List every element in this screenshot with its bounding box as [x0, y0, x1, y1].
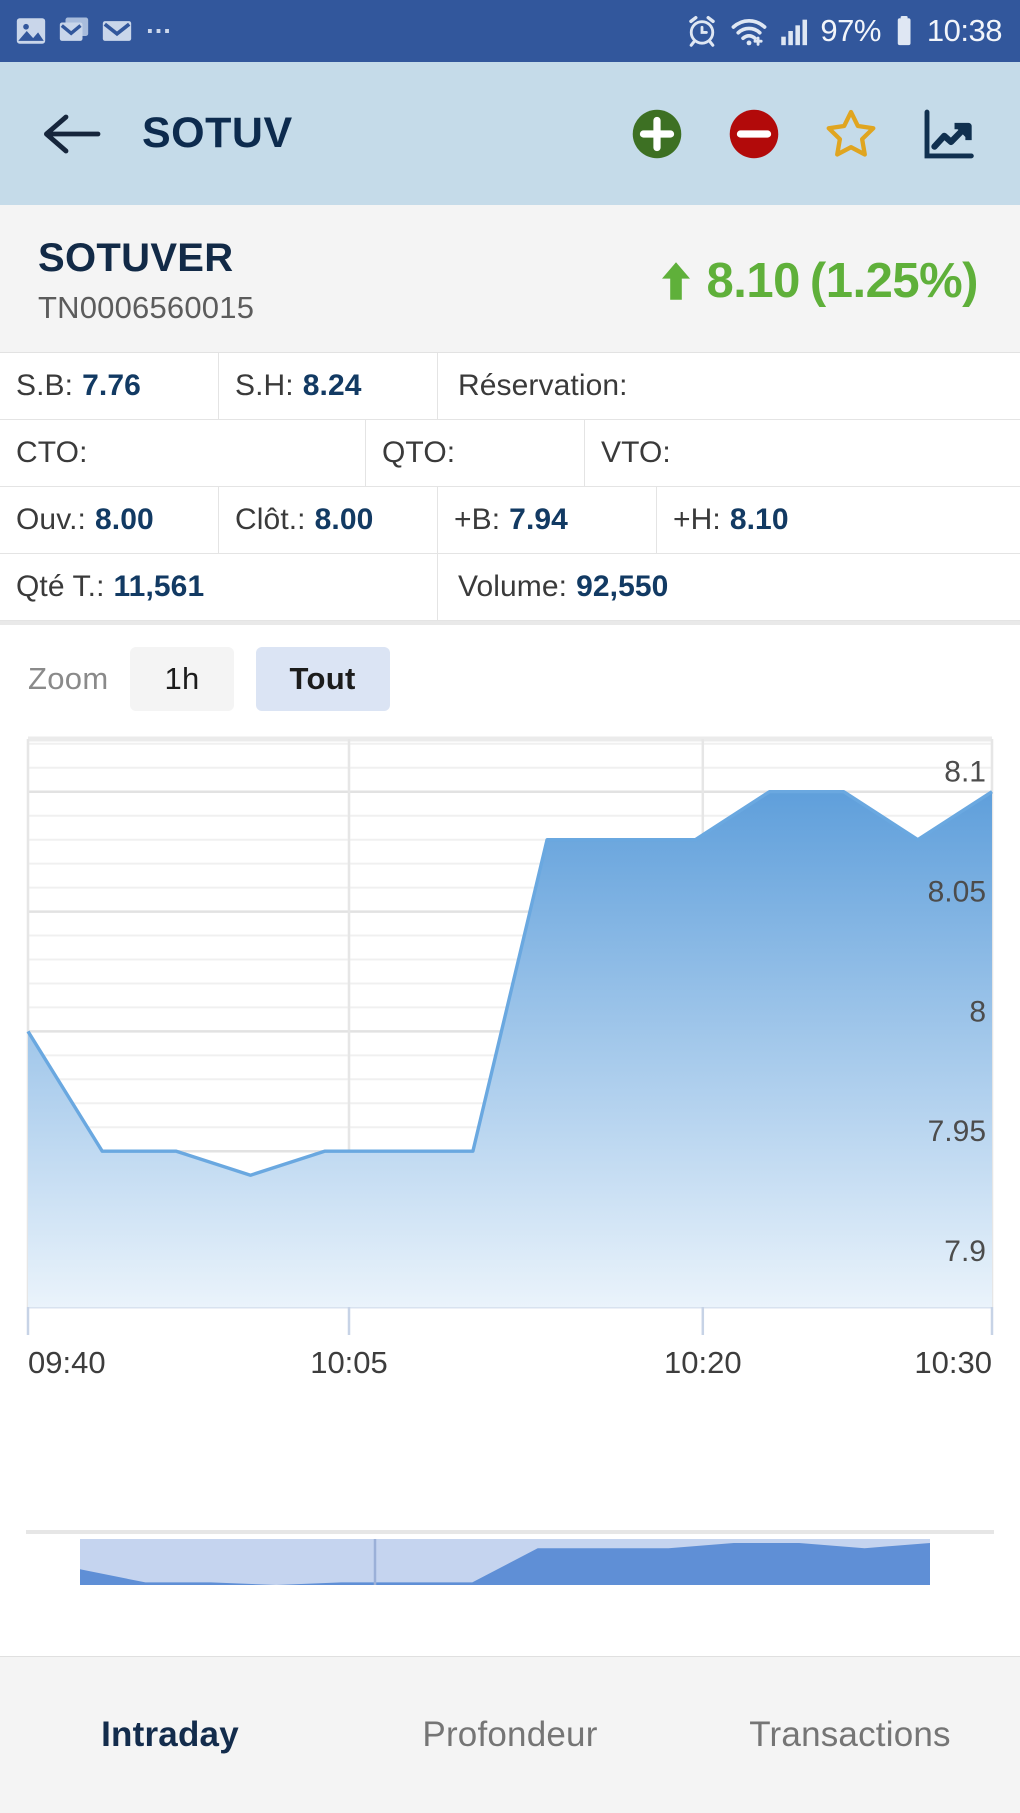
table-row: S.B: 7.76 S.H: 8.24 Réservation:: [0, 353, 1020, 420]
zoom-range-1h[interactable]: 1h: [130, 647, 234, 711]
quote-label: Qté T.:: [16, 570, 105, 603]
alarm-icon: [689, 15, 716, 47]
bottom-tab-bar: Intraday Profondeur Transactions: [0, 1656, 1020, 1813]
stock-name: SOTUVER: [38, 235, 234, 280]
chart-y-tick-label: 8.1: [944, 756, 986, 789]
back-arrow-icon: [44, 114, 101, 153]
zoom-label: Zoom: [28, 661, 109, 696]
quote-cell-quantite-totale: Qté T.: 11,561: [0, 554, 438, 620]
star-outline-icon: [826, 109, 876, 157]
trending-up-chart-icon: [924, 109, 974, 158]
status-bar: … 97% 10:38: [0, 0, 1020, 62]
zoom-range-tout[interactable]: Tout: [255, 647, 390, 711]
quote-label: Ouv.:: [16, 503, 86, 536]
stock-isin: TN0006560015: [38, 289, 255, 325]
chart-y-tick-label: 7.95: [928, 1115, 986, 1148]
quote-label: +B:: [454, 503, 501, 536]
wifi-icon: [731, 18, 767, 46]
stock-price-change: 8.10 (1.25%): [655, 253, 982, 309]
stock-header: SOTUVER TN0006560015 8.10 (1.25%): [0, 205, 1020, 353]
quote-value: 8.24: [302, 369, 362, 402]
mail-stack-icon: [59, 17, 89, 41]
page-title: SOTUV: [142, 109, 293, 157]
chart-y-tick-label: 8.05: [928, 876, 986, 909]
battery-icon: [897, 15, 911, 46]
quote-cell-plus-haut: +H: 8.10: [657, 487, 1020, 553]
intraday-chart[interactable]: 8.1 8.05 8 7.95 7.9 09:40 10:05 10:20 10:30: [0, 729, 1020, 1529]
tab-transactions[interactable]: Transactions: [749, 1715, 951, 1754]
chart-x-tick-label: 09:40: [28, 1345, 106, 1380]
navigator-svg[interactable]: [0, 1529, 1020, 1585]
quote-cell-plus-bas: +B: 7.94: [438, 487, 657, 553]
quote-value: 92,550: [576, 570, 669, 603]
chart-x-axis-labels: 09:40 10:05 10:20 10:30: [28, 1345, 992, 1380]
chart-y-tick-label: 7.9: [944, 1235, 986, 1268]
app-bar: SOTUV: [0, 62, 1020, 205]
table-row: Qté T.: 11,561 Volume: 92,550: [0, 554, 1020, 621]
chart-line: [26, 790, 993, 1177]
quote-value: 8.10: [729, 503, 789, 536]
quote-label: +H:: [673, 503, 721, 536]
quote-cell-sb: S.B: 7.76: [0, 353, 219, 419]
quote-cell-qto: QTO:: [366, 420, 585, 486]
battery-percent-label: 97%: [820, 13, 881, 48]
status-bar-notifications: …: [14, 9, 174, 48]
quote-label: CTO:: [16, 436, 88, 469]
cellular-signal-icon: [781, 19, 808, 46]
chart-area-fill: [28, 791, 992, 1307]
quote-cell-ouverture: Ouv.: 8.00: [0, 487, 219, 553]
stock-change-percent: (1.25%): [809, 253, 979, 308]
quote-value: 7.94: [509, 503, 568, 536]
quote-cell-cloture: Clôt.: 8.00: [219, 487, 438, 553]
tab-profondeur[interactable]: Profondeur: [422, 1715, 598, 1754]
navigator-area: [80, 1543, 930, 1585]
chart-x-axis-ticks: [26, 1307, 994, 1335]
quote-value: 11,561: [113, 570, 205, 603]
quote-value: 7.76: [82, 369, 141, 402]
price-area-chart[interactable]: 8.1 8.05 8 7.95 7.9 09:40 10:05 10:20 10:30: [0, 729, 1020, 1529]
quote-table: S.B: 7.76 S.H: 8.24 Réservation: CTO: QTO:…: [0, 353, 1020, 621]
quote-cell-cto: CTO:: [0, 420, 366, 486]
table-row: Ouv.: 8.00 Clôt.: 8.00 +B: 7.94 +H: 8.10: [0, 487, 1020, 554]
buy-button[interactable]: [629, 106, 685, 162]
mail-icon: [102, 21, 132, 41]
chart-y-axis-labels: 8.1 8.05 8 7.95 7.9: [928, 756, 986, 1268]
sell-button[interactable]: [726, 106, 782, 162]
tab-intraday[interactable]: Intraday: [101, 1715, 239, 1754]
quote-cell-sh: S.H: 8.24: [219, 353, 438, 419]
overflow-dots-icon: …: [145, 9, 174, 39]
quote-label: Réservation:: [458, 369, 628, 402]
quote-label: Volume:: [458, 570, 568, 603]
quote-value: 8.00: [94, 503, 154, 536]
quote-value: 8.00: [314, 503, 374, 536]
favorite-button[interactable]: [823, 106, 879, 162]
table-row: CTO: QTO: VTO:: [0, 420, 1020, 487]
chart-x-tick-label: 10:30: [914, 1345, 992, 1380]
status-bar-system: 97% 10:38: [685, 13, 1003, 49]
minus-circle-icon: [729, 109, 779, 158]
chart-zoom-bar: Zoom 1h Tout: [0, 621, 1020, 729]
quote-label: S.H:: [235, 369, 294, 402]
quote-cell-volume: Volume: 92,550: [438, 554, 1020, 620]
quote-label: QTO:: [382, 436, 456, 469]
chart-button[interactable]: [920, 106, 976, 162]
chart-x-tick-label: 10:20: [664, 1345, 742, 1380]
quote-label: S.B:: [16, 369, 74, 402]
chart-y-tick-label: 8: [969, 995, 986, 1028]
quote-label: VTO:: [601, 436, 671, 469]
back-button[interactable]: [40, 109, 110, 159]
chart-range-navigator[interactable]: [0, 1529, 1020, 1585]
photo-icon: [16, 18, 46, 44]
arrow-up-icon: [661, 261, 690, 300]
clock-label: 10:38: [926, 13, 1003, 48]
quote-cell-vto: VTO:: [585, 420, 1020, 486]
quote-label: Clôt.:: [235, 503, 306, 536]
chart-x-tick-label: 10:05: [310, 1345, 388, 1380]
stock-identity: SOTUVER TN0006560015: [38, 236, 254, 326]
quote-cell-reservation: Réservation:: [438, 353, 1020, 419]
stock-price: 8.10: [706, 253, 801, 308]
app-bar-actions: [629, 106, 996, 162]
plus-circle-icon: [632, 109, 682, 158]
